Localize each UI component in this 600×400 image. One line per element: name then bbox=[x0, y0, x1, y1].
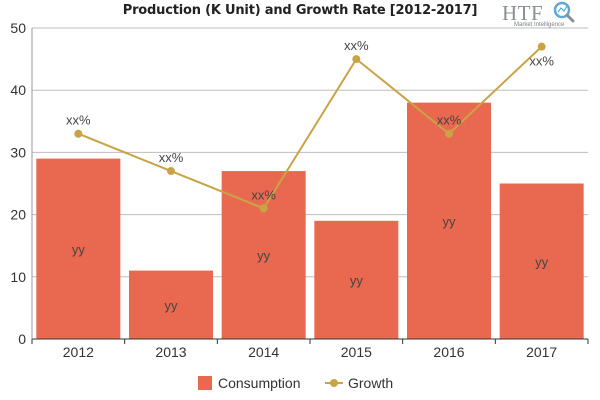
growth-data-label: xx% bbox=[529, 54, 554, 69]
legend-label-growth: Growth bbox=[348, 375, 393, 391]
x-tick-label: 2015 bbox=[341, 344, 372, 360]
growth-data-label: xx% bbox=[159, 150, 184, 165]
growth-point bbox=[259, 204, 268, 213]
growth-line-layer: xx% xx% xx% xx% xx% xx% bbox=[66, 38, 554, 213]
consumption-bar bbox=[221, 171, 306, 339]
x-tick-label: 2013 bbox=[155, 344, 186, 360]
logo-subtitle: Market Intelligence bbox=[514, 22, 565, 28]
growth-line bbox=[77, 45, 543, 210]
consumption-bar bbox=[407, 102, 491, 339]
legend-marker-growth bbox=[330, 379, 338, 387]
x-tick-label: 2014 bbox=[248, 344, 279, 360]
y-tick-label: 40 bbox=[10, 82, 26, 98]
x-tick-label: 2017 bbox=[526, 344, 557, 360]
bar-data-label: yy bbox=[257, 248, 271, 263]
legend-swatch-consumption bbox=[198, 376, 212, 390]
growth-point bbox=[352, 55, 361, 64]
bar-data-label: yy bbox=[350, 273, 364, 288]
growth-point bbox=[445, 129, 453, 138]
x-tick-label: 2012 bbox=[63, 344, 94, 360]
growth-data-label: xx% bbox=[251, 187, 276, 202]
bar-data-label: yy bbox=[72, 242, 86, 257]
legend-label-consumption: Consumption bbox=[218, 375, 301, 391]
bar-data-label: yy bbox=[165, 298, 179, 313]
magnifier-icon bbox=[553, 1, 575, 23]
bar-data-label: yy bbox=[443, 214, 457, 229]
growth-data-label: xx% bbox=[66, 113, 91, 128]
y-tick-label: 10 bbox=[10, 269, 26, 285]
growth-data-label: xx% bbox=[437, 113, 462, 128]
y-tick-label: 0 bbox=[18, 331, 26, 347]
consumption-bar bbox=[129, 270, 213, 339]
htf-logo: HTF Market Intelligence bbox=[500, 1, 596, 30]
growth-data-label: xx% bbox=[344, 38, 369, 53]
y-tick-label: 20 bbox=[10, 207, 26, 223]
legend: Consumption Growth bbox=[198, 375, 393, 391]
logo-text: HTF bbox=[502, 1, 544, 25]
growth-point bbox=[74, 129, 83, 138]
consumption-bar bbox=[314, 220, 399, 339]
chart-title: Production (K Unit) and Growth Rate [201… bbox=[122, 3, 478, 18]
axes: 0 10 20 30 40 50 2012 2013 2014 2015 2016 2017 bbox=[10, 20, 589, 360]
bar-labels: yy yy yy yy yy yy bbox=[72, 214, 549, 313]
growth-point bbox=[537, 42, 546, 51]
y-tick-label: 30 bbox=[10, 144, 26, 160]
growth-point bbox=[167, 167, 175, 176]
x-tick-label: 2016 bbox=[433, 344, 464, 360]
consumption-bar bbox=[36, 158, 121, 339]
y-tick-label: 50 bbox=[10, 20, 26, 36]
bars bbox=[36, 102, 584, 339]
bar-data-label: yy bbox=[535, 254, 549, 269]
consumption-bar bbox=[499, 183, 584, 339]
